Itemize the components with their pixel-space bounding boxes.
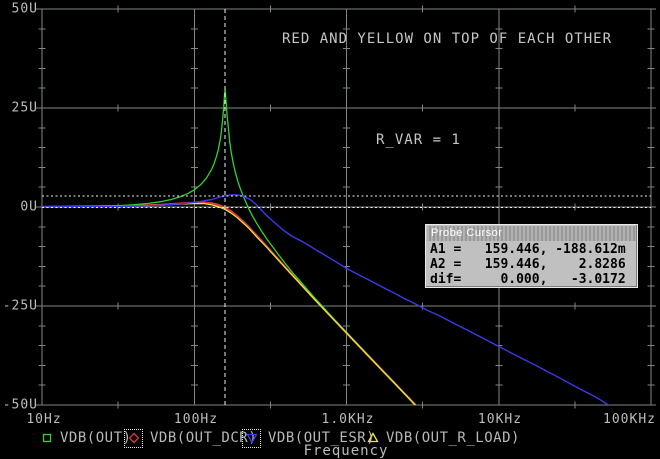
- cursor-a1-readout: A1 = 159.446, -188.612m: [430, 242, 626, 257]
- x-tick-1khz: 1.0KHz: [321, 412, 375, 427]
- trace-VDB(OUT_R_LOAD): [42, 202, 417, 405]
- x-tick-10khz: 10KHz: [477, 412, 523, 427]
- y-tick-m25: -25U: [2, 298, 38, 314]
- cursor-lines: [42, 9, 651, 405]
- trace-VDB(OUT_ESR): [42, 193, 610, 405]
- cursor-dif-readout: dif= 0.000, -3.0172: [430, 272, 626, 287]
- trace-triangle-up-icon: [366, 432, 379, 445]
- x-tick-100hz: 100Hz: [173, 412, 219, 427]
- probe-cursor-window[interactable]: Probe Cursor A1 = 159.446, -188.612m A2 …: [425, 224, 638, 288]
- trace-diamond-icon: [124, 428, 143, 448]
- trace-triangle-down-icon: [242, 428, 261, 448]
- trace-VDB(OUT): [42, 88, 417, 405]
- legend-item-vdb-out-esr[interactable]: VDB(OUT_ESR): [242, 428, 376, 448]
- legend-label: VDB(OUT): [60, 430, 132, 446]
- trace-square-icon: [40, 432, 53, 445]
- legend-label: VDB(OUT_DCR): [150, 430, 258, 446]
- y-tick-50: 50U: [11, 1, 38, 17]
- grid: [36, 5, 656, 409]
- legend-item-vdb-out[interactable]: VDB(OUT): [40, 429, 131, 447]
- x-tick-10hz: 10Hz: [26, 412, 62, 427]
- traces: [42, 88, 610, 405]
- y-tick-0: 0U: [20, 199, 38, 215]
- probe-cursor-titlebar[interactable]: Probe Cursor: [427, 226, 636, 241]
- legend-item-vdb-out-r-load[interactable]: VDB(OUT_R_LOAD): [366, 429, 520, 447]
- x-axis-title: Frequency: [303, 443, 389, 459]
- param-text: R_VAR = 1: [376, 132, 461, 148]
- note-text: RED AND YELLOW ON TOP OF EACH OTHER: [282, 31, 613, 47]
- legend-label: VDB(OUT_R_LOAD): [386, 430, 520, 446]
- x-tick-100khz: 100KHz: [603, 412, 656, 427]
- legend-item-vdb-out-dcr[interactable]: VDB(OUT_DCR): [124, 428, 258, 448]
- legend-label: VDB(OUT_ESR): [268, 430, 376, 446]
- y-tick-m50: -50U: [2, 397, 38, 413]
- y-tick-25: 25U: [11, 100, 38, 116]
- cursor-a2-readout: A2 = 159.446, 2.8286: [430, 257, 626, 272]
